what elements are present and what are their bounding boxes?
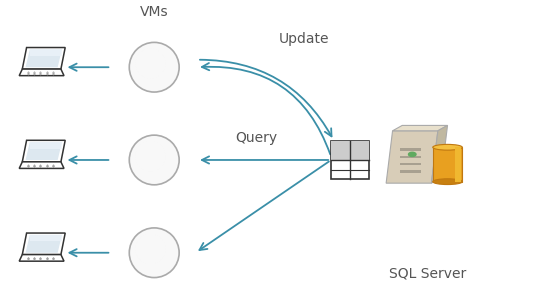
Polygon shape [22, 140, 65, 162]
Polygon shape [331, 140, 369, 179]
Polygon shape [25, 49, 62, 67]
Ellipse shape [135, 49, 165, 79]
Ellipse shape [433, 144, 462, 150]
Polygon shape [30, 49, 62, 56]
Polygon shape [19, 162, 64, 169]
Polygon shape [400, 156, 421, 158]
Text: SQL Server: SQL Server [389, 267, 466, 281]
Ellipse shape [433, 179, 462, 185]
Polygon shape [19, 69, 64, 76]
Polygon shape [400, 170, 421, 173]
Ellipse shape [135, 49, 165, 79]
Polygon shape [400, 148, 421, 151]
Polygon shape [455, 147, 461, 182]
Ellipse shape [135, 234, 165, 264]
Polygon shape [25, 142, 62, 160]
Polygon shape [433, 147, 462, 182]
Polygon shape [22, 47, 65, 69]
Polygon shape [331, 140, 369, 160]
Polygon shape [30, 142, 62, 149]
Circle shape [409, 152, 416, 156]
Polygon shape [30, 235, 62, 241]
Polygon shape [19, 255, 64, 261]
Polygon shape [392, 125, 447, 131]
Text: Query: Query [235, 130, 277, 145]
Polygon shape [386, 131, 438, 183]
Ellipse shape [135, 234, 165, 264]
Text: Update: Update [279, 32, 330, 46]
Polygon shape [25, 235, 62, 253]
Text: VMs: VMs [140, 5, 169, 19]
Polygon shape [22, 233, 65, 255]
Ellipse shape [129, 135, 179, 185]
Ellipse shape [135, 141, 165, 171]
Polygon shape [431, 125, 447, 183]
Polygon shape [400, 163, 421, 165]
Ellipse shape [129, 228, 179, 278]
Ellipse shape [129, 42, 179, 92]
Ellipse shape [135, 141, 165, 171]
